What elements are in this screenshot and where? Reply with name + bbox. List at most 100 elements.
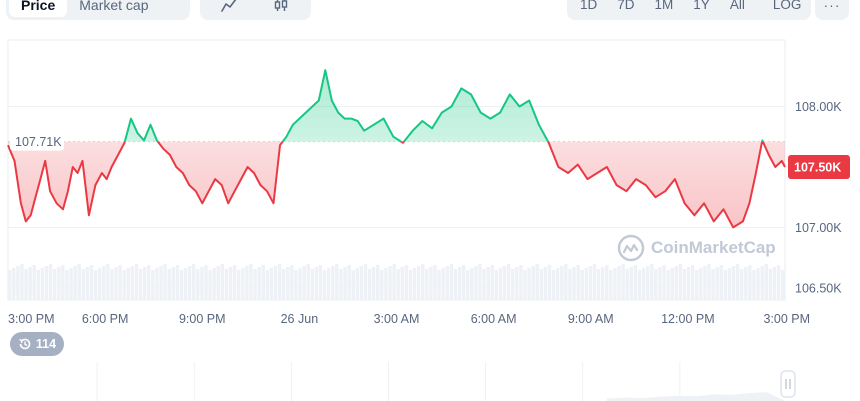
volume-bar [592,264,597,300]
volume-bar [224,269,229,300]
volume-bar [257,267,261,300]
x-tick-label: 26 Jun [281,312,319,326]
volume-bar [208,270,212,300]
range-1d[interactable]: 1D [580,0,598,12]
volume-bar [151,270,155,300]
volume-bar [645,266,650,300]
volume-bar [531,266,535,300]
volume-bar [539,269,544,300]
volume-bar [760,266,764,300]
volume-bar [155,268,159,300]
volume-bar [89,265,94,300]
volume-bar [93,270,98,300]
more-options-button[interactable]: ··· [815,0,849,20]
volume-bar [629,267,633,300]
volume-bar [220,264,225,300]
volume-bar [376,265,380,300]
volume-bar [572,267,576,300]
volume-bar [294,270,298,300]
volume-bar [106,264,110,300]
volume-bar [490,265,494,300]
volume-bar [621,264,625,300]
volume-bar [118,265,122,300]
volume-bar [429,267,433,300]
y-tick-label: 106.50K [795,281,842,295]
price-line-below [7,141,786,229]
watermark-text: CoinMarketCap [651,238,776,257]
volume-bar [686,267,691,300]
volume-bar [535,264,539,300]
line-chart-button[interactable] [203,0,255,17]
range-7d[interactable]: 7D [617,0,635,12]
volume-bar [102,266,106,300]
volume-bar [122,270,126,300]
volume-bar [65,270,69,300]
y-axis: 108.00K 107.00K 106.50K [795,100,842,295]
volume-bar [711,269,715,300]
volume-bar [12,268,16,300]
volume-bar [212,268,216,300]
tab-price[interactable]: Price [9,0,68,17]
range-1m[interactable]: 1M [654,0,674,12]
volume-bar [695,270,699,300]
navigator-area [606,392,785,401]
volume-bar [727,268,732,300]
volume-bar [600,267,605,300]
volume-bar [625,269,629,300]
volume-bar [617,266,621,300]
volume-bar [735,264,740,300]
volume-bar [576,265,580,300]
volume-bar [204,265,208,300]
volume-bar [171,267,175,300]
volume-bar [142,267,147,300]
volume-bar [555,268,560,300]
volume-bar [306,264,310,300]
volume-bar [351,270,355,300]
volume-bar [61,265,65,300]
volume-bar [658,267,662,300]
navigator-handle[interactable] [780,370,796,398]
volume-bar [498,268,503,300]
history-badge[interactable]: 114 [10,332,64,356]
volume-bar [388,266,392,300]
volume-bar [363,264,368,300]
volume-bar [699,268,703,300]
volume-bar [359,266,364,300]
volume-bar [547,265,552,300]
log-scale-toggle[interactable]: LOG [772,0,802,12]
volume-bar [310,269,315,300]
volume-bar [57,267,61,300]
volume-bar [298,268,302,300]
volume-bar [286,267,290,300]
x-tick-label: 6:00 PM [82,312,129,326]
volume-bar [20,264,24,300]
volume-bar [466,270,470,300]
volume-bar [261,265,265,300]
x-tick-label: 12:00 PM [661,312,715,326]
line-chart-icon [221,0,237,12]
tab-market-cap[interactable]: Market cap [79,0,149,13]
candlestick-chart-button[interactable] [255,0,307,17]
range-all[interactable]: All [729,0,745,12]
volume-bar [114,267,118,300]
volume-bar [318,265,323,300]
volume-bar [326,268,331,300]
range-1y[interactable]: 1Y [693,0,710,12]
volume-bar [367,269,372,300]
reference-label: 107.71K [10,132,64,151]
volume-bar [237,270,241,300]
volume-bar [384,268,388,300]
volume-bar [179,270,184,300]
volume-bar [183,268,188,300]
volume-bar [281,269,286,300]
volume-bar [678,264,683,300]
chart-type-toggle [200,0,311,20]
volume-bar [461,265,466,300]
volume-bar [670,268,674,300]
volume-bar [52,269,57,300]
volume-bar [69,268,73,300]
volume-bar [269,268,274,300]
volume-bar [232,265,237,300]
volume-bar [637,270,642,300]
